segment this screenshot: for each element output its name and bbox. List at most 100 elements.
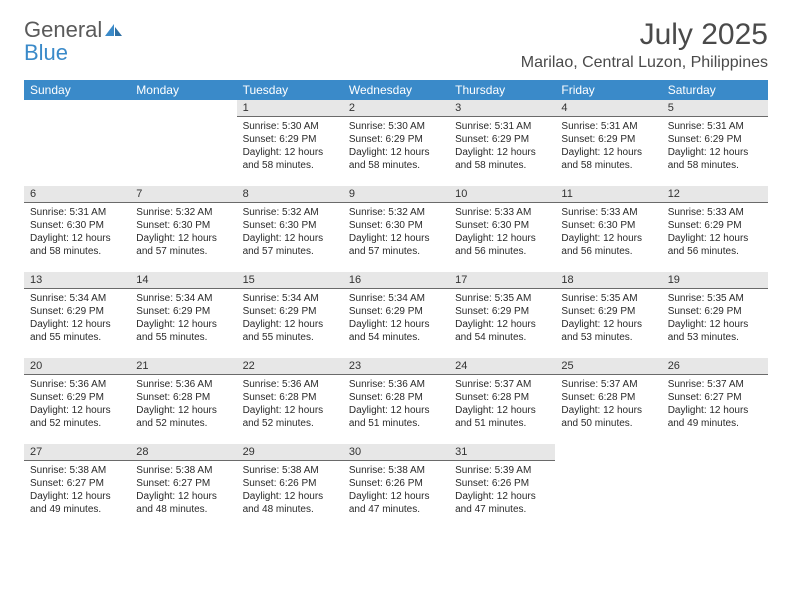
day-number: 31 (449, 444, 555, 461)
day-header-friday: Friday (555, 80, 661, 100)
day-sun-data: Sunrise: 5:35 AMSunset: 6:29 PMDaylight:… (662, 289, 768, 350)
day-header-tuesday: Tuesday (237, 80, 343, 100)
day-number: 7 (130, 186, 236, 203)
day-sun-data: Sunrise: 5:39 AMSunset: 6:26 PMDaylight:… (449, 461, 555, 522)
day-cell: 17Sunrise: 5:35 AMSunset: 6:29 PMDayligh… (449, 272, 555, 358)
day-cell: 9Sunrise: 5:32 AMSunset: 6:30 PMDaylight… (343, 186, 449, 272)
day-sun-data: Sunrise: 5:31 AMSunset: 6:29 PMDaylight:… (662, 117, 768, 178)
calendar-body: 1Sunrise: 5:30 AMSunset: 6:29 PMDaylight… (24, 100, 768, 530)
day-number: 23 (343, 358, 449, 375)
day-cell: 2Sunrise: 5:30 AMSunset: 6:29 PMDaylight… (343, 100, 449, 186)
day-number: 3 (449, 100, 555, 117)
day-sun-data: Sunrise: 5:36 AMSunset: 6:29 PMDaylight:… (24, 375, 130, 436)
day-sun-data: Sunrise: 5:37 AMSunset: 6:28 PMDaylight:… (449, 375, 555, 436)
day-cell: 8Sunrise: 5:32 AMSunset: 6:30 PMDaylight… (237, 186, 343, 272)
day-cell: 11Sunrise: 5:33 AMSunset: 6:30 PMDayligh… (555, 186, 661, 272)
week-row: 13Sunrise: 5:34 AMSunset: 6:29 PMDayligh… (24, 272, 768, 358)
day-header-saturday: Saturday (662, 80, 768, 100)
logo: GeneralBlue (24, 18, 124, 64)
day-number: 28 (130, 444, 236, 461)
empty-cell (662, 444, 768, 530)
day-header-thursday: Thursday (449, 80, 555, 100)
day-cell: 20Sunrise: 5:36 AMSunset: 6:29 PMDayligh… (24, 358, 130, 444)
day-sun-data: Sunrise: 5:38 AMSunset: 6:26 PMDaylight:… (237, 461, 343, 522)
day-cell: 16Sunrise: 5:34 AMSunset: 6:29 PMDayligh… (343, 272, 449, 358)
day-sun-data: Sunrise: 5:38 AMSunset: 6:27 PMDaylight:… (130, 461, 236, 522)
day-number: 5 (662, 100, 768, 117)
day-cell: 22Sunrise: 5:36 AMSunset: 6:28 PMDayligh… (237, 358, 343, 444)
day-cell: 15Sunrise: 5:34 AMSunset: 6:29 PMDayligh… (237, 272, 343, 358)
day-cell: 1Sunrise: 5:30 AMSunset: 6:29 PMDaylight… (237, 100, 343, 186)
day-sun-data: Sunrise: 5:36 AMSunset: 6:28 PMDaylight:… (343, 375, 449, 436)
day-sun-data: Sunrise: 5:32 AMSunset: 6:30 PMDaylight:… (343, 203, 449, 264)
day-number: 10 (449, 186, 555, 203)
week-row: 27Sunrise: 5:38 AMSunset: 6:27 PMDayligh… (24, 444, 768, 530)
page-title: July 2025 (521, 18, 768, 52)
day-cell: 25Sunrise: 5:37 AMSunset: 6:28 PMDayligh… (555, 358, 661, 444)
day-cell: 3Sunrise: 5:31 AMSunset: 6:29 PMDaylight… (449, 100, 555, 186)
day-sun-data: Sunrise: 5:30 AMSunset: 6:29 PMDaylight:… (237, 117, 343, 178)
title-block: July 2025 Marilao, Central Luzon, Philip… (521, 18, 768, 72)
day-number: 1 (237, 100, 343, 117)
day-number: 26 (662, 358, 768, 375)
day-cell: 27Sunrise: 5:38 AMSunset: 6:27 PMDayligh… (24, 444, 130, 530)
day-number: 11 (555, 186, 661, 203)
day-number: 6 (24, 186, 130, 203)
day-cell: 28Sunrise: 5:38 AMSunset: 6:27 PMDayligh… (130, 444, 236, 530)
location-text: Marilao, Central Luzon, Philippines (521, 54, 768, 72)
day-sun-data: Sunrise: 5:34 AMSunset: 6:29 PMDaylight:… (130, 289, 236, 350)
day-cell: 26Sunrise: 5:37 AMSunset: 6:27 PMDayligh… (662, 358, 768, 444)
day-number: 20 (24, 358, 130, 375)
day-sun-data: Sunrise: 5:36 AMSunset: 6:28 PMDaylight:… (130, 375, 236, 436)
day-cell: 21Sunrise: 5:36 AMSunset: 6:28 PMDayligh… (130, 358, 236, 444)
day-number: 8 (237, 186, 343, 203)
day-cell: 4Sunrise: 5:31 AMSunset: 6:29 PMDaylight… (555, 100, 661, 186)
day-cell: 7Sunrise: 5:32 AMSunset: 6:30 PMDaylight… (130, 186, 236, 272)
day-cell: 19Sunrise: 5:35 AMSunset: 6:29 PMDayligh… (662, 272, 768, 358)
day-cell: 5Sunrise: 5:31 AMSunset: 6:29 PMDaylight… (662, 100, 768, 186)
day-sun-data: Sunrise: 5:32 AMSunset: 6:30 PMDaylight:… (130, 203, 236, 264)
day-number: 4 (555, 100, 661, 117)
day-number: 27 (24, 444, 130, 461)
day-number: 24 (449, 358, 555, 375)
day-sun-data: Sunrise: 5:36 AMSunset: 6:28 PMDaylight:… (237, 375, 343, 436)
day-cell: 12Sunrise: 5:33 AMSunset: 6:29 PMDayligh… (662, 186, 768, 272)
day-sun-data: Sunrise: 5:30 AMSunset: 6:29 PMDaylight:… (343, 117, 449, 178)
day-number: 19 (662, 272, 768, 289)
header: GeneralBlue July 2025 Marilao, Central L… (24, 18, 768, 72)
day-number: 13 (24, 272, 130, 289)
day-number: 25 (555, 358, 661, 375)
calendar: SundayMondayTuesdayWednesdayThursdayFrid… (24, 80, 768, 530)
day-number: 21 (130, 358, 236, 375)
day-number: 12 (662, 186, 768, 203)
day-cell: 13Sunrise: 5:34 AMSunset: 6:29 PMDayligh… (24, 272, 130, 358)
day-number: 18 (555, 272, 661, 289)
day-header-monday: Monday (130, 80, 236, 100)
day-number: 15 (237, 272, 343, 289)
day-number: 29 (237, 444, 343, 461)
day-number: 2 (343, 100, 449, 117)
day-number: 9 (343, 186, 449, 203)
empty-cell (130, 100, 236, 186)
week-row: 20Sunrise: 5:36 AMSunset: 6:29 PMDayligh… (24, 358, 768, 444)
day-sun-data: Sunrise: 5:35 AMSunset: 6:29 PMDaylight:… (555, 289, 661, 350)
day-header-wednesday: Wednesday (343, 80, 449, 100)
day-sun-data: Sunrise: 5:33 AMSunset: 6:30 PMDaylight:… (555, 203, 661, 264)
day-sun-data: Sunrise: 5:33 AMSunset: 6:30 PMDaylight:… (449, 203, 555, 264)
day-sun-data: Sunrise: 5:34 AMSunset: 6:29 PMDaylight:… (343, 289, 449, 350)
day-number: 17 (449, 272, 555, 289)
day-number: 14 (130, 272, 236, 289)
day-cell: 23Sunrise: 5:36 AMSunset: 6:28 PMDayligh… (343, 358, 449, 444)
week-row: 1Sunrise: 5:30 AMSunset: 6:29 PMDaylight… (24, 100, 768, 186)
day-cell: 29Sunrise: 5:38 AMSunset: 6:26 PMDayligh… (237, 444, 343, 530)
day-sun-data: Sunrise: 5:33 AMSunset: 6:29 PMDaylight:… (662, 203, 768, 264)
day-sun-data: Sunrise: 5:31 AMSunset: 6:29 PMDaylight:… (449, 117, 555, 178)
day-cell: 18Sunrise: 5:35 AMSunset: 6:29 PMDayligh… (555, 272, 661, 358)
day-sun-data: Sunrise: 5:31 AMSunset: 6:30 PMDaylight:… (24, 203, 130, 264)
day-header-row: SundayMondayTuesdayWednesdayThursdayFrid… (24, 80, 768, 100)
day-sun-data: Sunrise: 5:38 AMSunset: 6:26 PMDaylight:… (343, 461, 449, 522)
day-cell: 24Sunrise: 5:37 AMSunset: 6:28 PMDayligh… (449, 358, 555, 444)
day-cell: 6Sunrise: 5:31 AMSunset: 6:30 PMDaylight… (24, 186, 130, 272)
day-sun-data: Sunrise: 5:31 AMSunset: 6:29 PMDaylight:… (555, 117, 661, 178)
day-number: 16 (343, 272, 449, 289)
